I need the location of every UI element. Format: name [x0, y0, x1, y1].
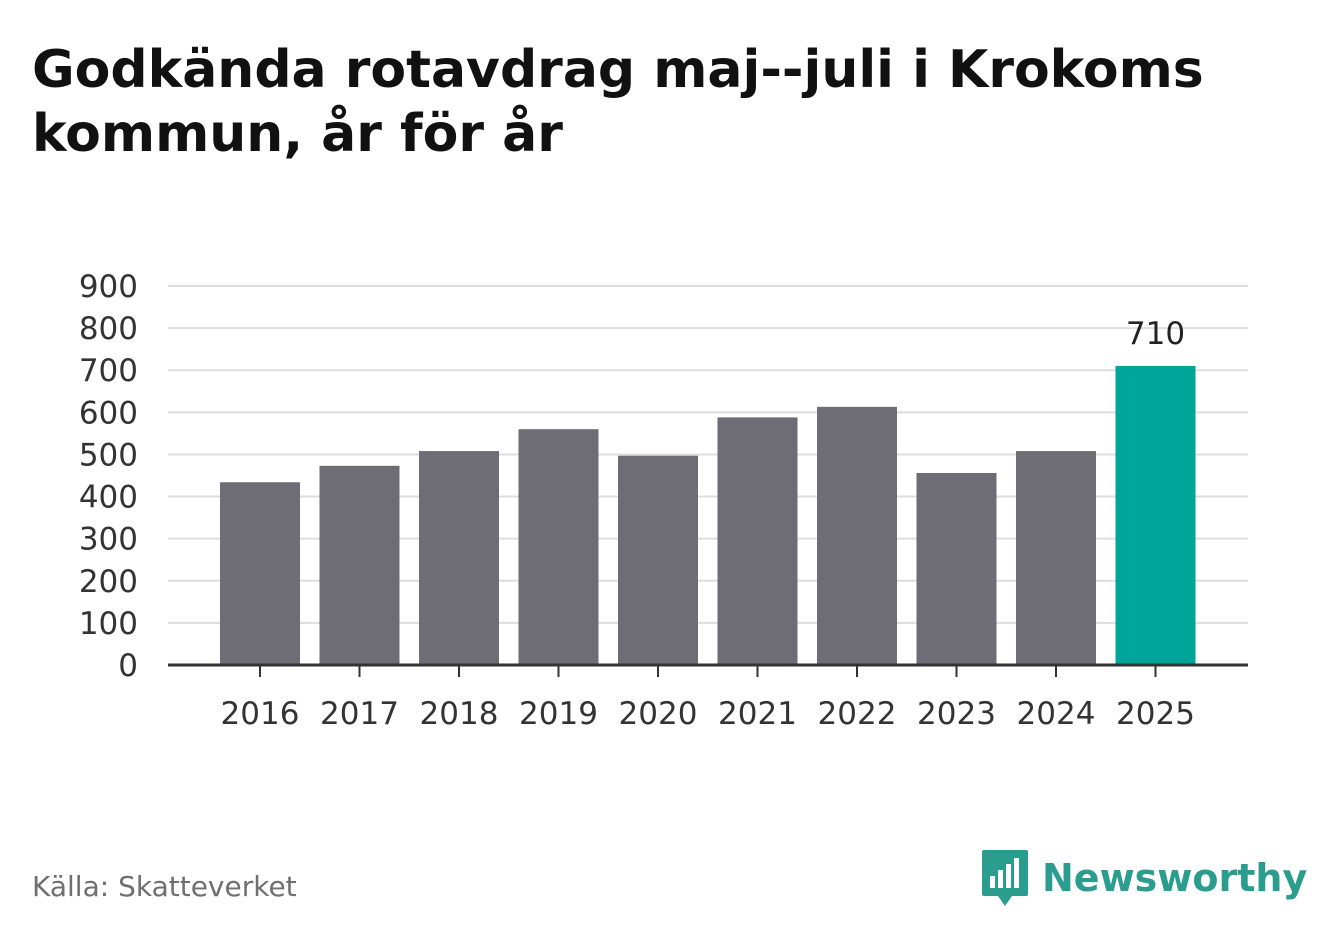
- y-tick-label: 0: [118, 648, 138, 684]
- bar-2019: [518, 429, 599, 665]
- x-tick-label: 2017: [320, 696, 399, 732]
- bar-2025: [1115, 366, 1196, 665]
- y-tick-label: 700: [79, 353, 138, 389]
- bar-2023: [916, 472, 997, 665]
- bar-2016: [220, 482, 300, 665]
- x-tick-label: 2022: [818, 696, 897, 732]
- brand-name: Newsworthy: [1042, 856, 1308, 900]
- y-tick-label: 800: [79, 311, 138, 347]
- x-tick-label: 2023: [917, 696, 996, 732]
- bar-2021: [717, 417, 798, 665]
- source-note: Källa: Skatteverket: [32, 870, 297, 903]
- x-tick-label: 2020: [619, 696, 698, 732]
- bar-chart-speech-bubble-icon: [982, 850, 1028, 906]
- bar-2018: [419, 451, 499, 665]
- bar-2022: [817, 406, 897, 665]
- y-tick-label: 900: [79, 269, 138, 305]
- data-labels: 710: [1126, 316, 1185, 352]
- bar-2020: [618, 455, 698, 665]
- bar-2017: [319, 465, 400, 665]
- y-tick-label: 500: [79, 437, 138, 473]
- y-axis-ticks: 0 100 200 300 400 500 600 700 800 900: [79, 269, 138, 684]
- x-tick-label: 2025: [1116, 696, 1195, 732]
- x-tick-label: 2016: [221, 696, 300, 732]
- chart-title: Godkända rotavdrag maj--juli i Krokoms k…: [32, 40, 1204, 164]
- brand-logo: Newsworthy: [980, 848, 1307, 908]
- x-tick-label: 2019: [519, 696, 598, 732]
- bars: [220, 366, 1196, 665]
- bar-2024: [1016, 451, 1096, 665]
- y-tick-label: 200: [79, 564, 138, 600]
- y-tick-label: 300: [79, 522, 138, 558]
- x-axis-ticks: 2016 2017 2018 2019 2020 2021 2022 2023 2024 2025: [168, 663, 1248, 732]
- x-tick-label: 2024: [1017, 696, 1096, 732]
- x-tick-label: 2018: [420, 696, 499, 732]
- y-tick-label: 400: [79, 480, 138, 516]
- x-tick-label: 2021: [718, 696, 797, 732]
- y-tick-label: 600: [79, 395, 138, 431]
- data-label: 710: [1126, 316, 1185, 352]
- y-tick-label: 100: [79, 606, 138, 642]
